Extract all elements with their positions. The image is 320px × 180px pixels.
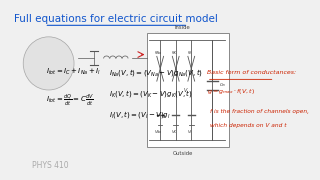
Text: $I_{tot} = \frac{dQ}{dt} = C\frac{dV}{dt}$: $I_{tot} = \frac{dQ}{dt} = C\frac{dV}{dt…: [46, 93, 93, 108]
Text: Basic form of conductances:: Basic form of conductances:: [207, 70, 296, 75]
Ellipse shape: [23, 37, 74, 90]
Text: $g_l$: $g_l$: [187, 49, 193, 57]
Text: $V_K$: $V_K$: [171, 129, 178, 136]
Text: f is the fraction of channels open,: f is the fraction of channels open,: [210, 109, 308, 114]
Text: $I_K(V,t) = (V_K - V)g_K(V,t)$: $I_K(V,t) = (V_K - V)g_K(V,t)$: [109, 88, 193, 99]
Text: $I_{tot} = I_C + I_{Na} + I_l$: $I_{tot} = I_C + I_{Na} + I_l$: [46, 67, 101, 77]
Text: $g = g_{max} \cdot f(V,t)$: $g = g_{max} \cdot f(V,t)$: [207, 87, 255, 96]
Text: $V_l$: $V_l$: [187, 129, 193, 136]
Text: $g_{Na}$: $g_{Na}$: [154, 49, 163, 57]
Text: Outside: Outside: [172, 151, 193, 156]
Text: $g_K$: $g_K$: [171, 49, 178, 57]
Text: $I_{Na}(V,t) = (V_{Na} - V)g_{Na}(V,t)$: $I_{Na}(V,t) = (V_{Na} - V)g_{Na}(V,t)$: [109, 67, 203, 78]
Text: $V_{Na}$: $V_{Na}$: [154, 129, 163, 136]
Text: $I_l(V,t) = (V_l - V)g_l$: $I_l(V,t) = (V_l - V)g_l$: [109, 109, 171, 120]
Text: Full equations for electric circuit model: Full equations for electric circuit mode…: [14, 14, 218, 24]
Text: PHYS 410: PHYS 410: [32, 161, 68, 170]
Text: $C_m$: $C_m$: [219, 82, 226, 89]
Text: Inside: Inside: [175, 25, 191, 30]
Text: which depends on V and t: which depends on V and t: [210, 123, 286, 128]
Text: $V$: $V$: [183, 86, 188, 94]
FancyBboxPatch shape: [148, 33, 229, 147]
